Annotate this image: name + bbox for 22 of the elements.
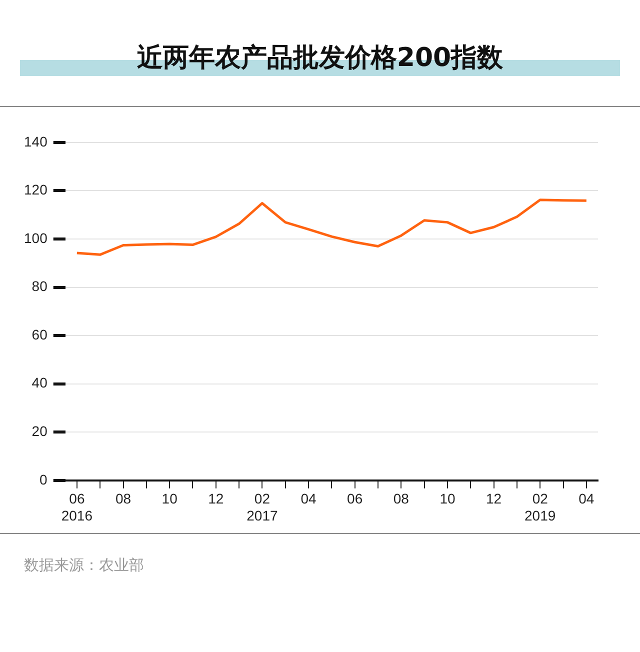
x-tick-label: 04 bbox=[578, 490, 594, 507]
y-tick-label: 140 bbox=[24, 133, 48, 150]
source-note: 数据来源：农业部 bbox=[24, 556, 144, 575]
chart-title: 近两年农产品批发价格200指数 bbox=[136, 42, 504, 75]
x-tick-label: 10 bbox=[162, 490, 178, 507]
x-tick-label: 04 bbox=[300, 490, 317, 507]
x-tick-label: 12 bbox=[486, 490, 502, 507]
x-tick-label: 08 bbox=[115, 490, 132, 507]
y-tick-label: 60 bbox=[32, 326, 48, 342]
x-tick-label: 06 bbox=[347, 490, 363, 507]
x-tick-label: 06 2016 bbox=[61, 490, 93, 524]
y-tick-label: 20 bbox=[32, 422, 48, 439]
x-tick-label: 10 bbox=[440, 490, 456, 507]
y-tick-label: 0 bbox=[40, 471, 48, 488]
y-tick-label: 40 bbox=[32, 374, 48, 391]
y-tick-label: 80 bbox=[32, 278, 48, 294]
x-tick-label: 02 2019 bbox=[524, 490, 556, 524]
x-tick-label: 08 bbox=[393, 490, 410, 507]
y-tick-label: 100 bbox=[24, 230, 48, 246]
x-tick-label: 02 2017 bbox=[246, 490, 278, 524]
x-tick-label: 12 bbox=[208, 490, 224, 507]
y-tick-label: 120 bbox=[24, 182, 48, 198]
